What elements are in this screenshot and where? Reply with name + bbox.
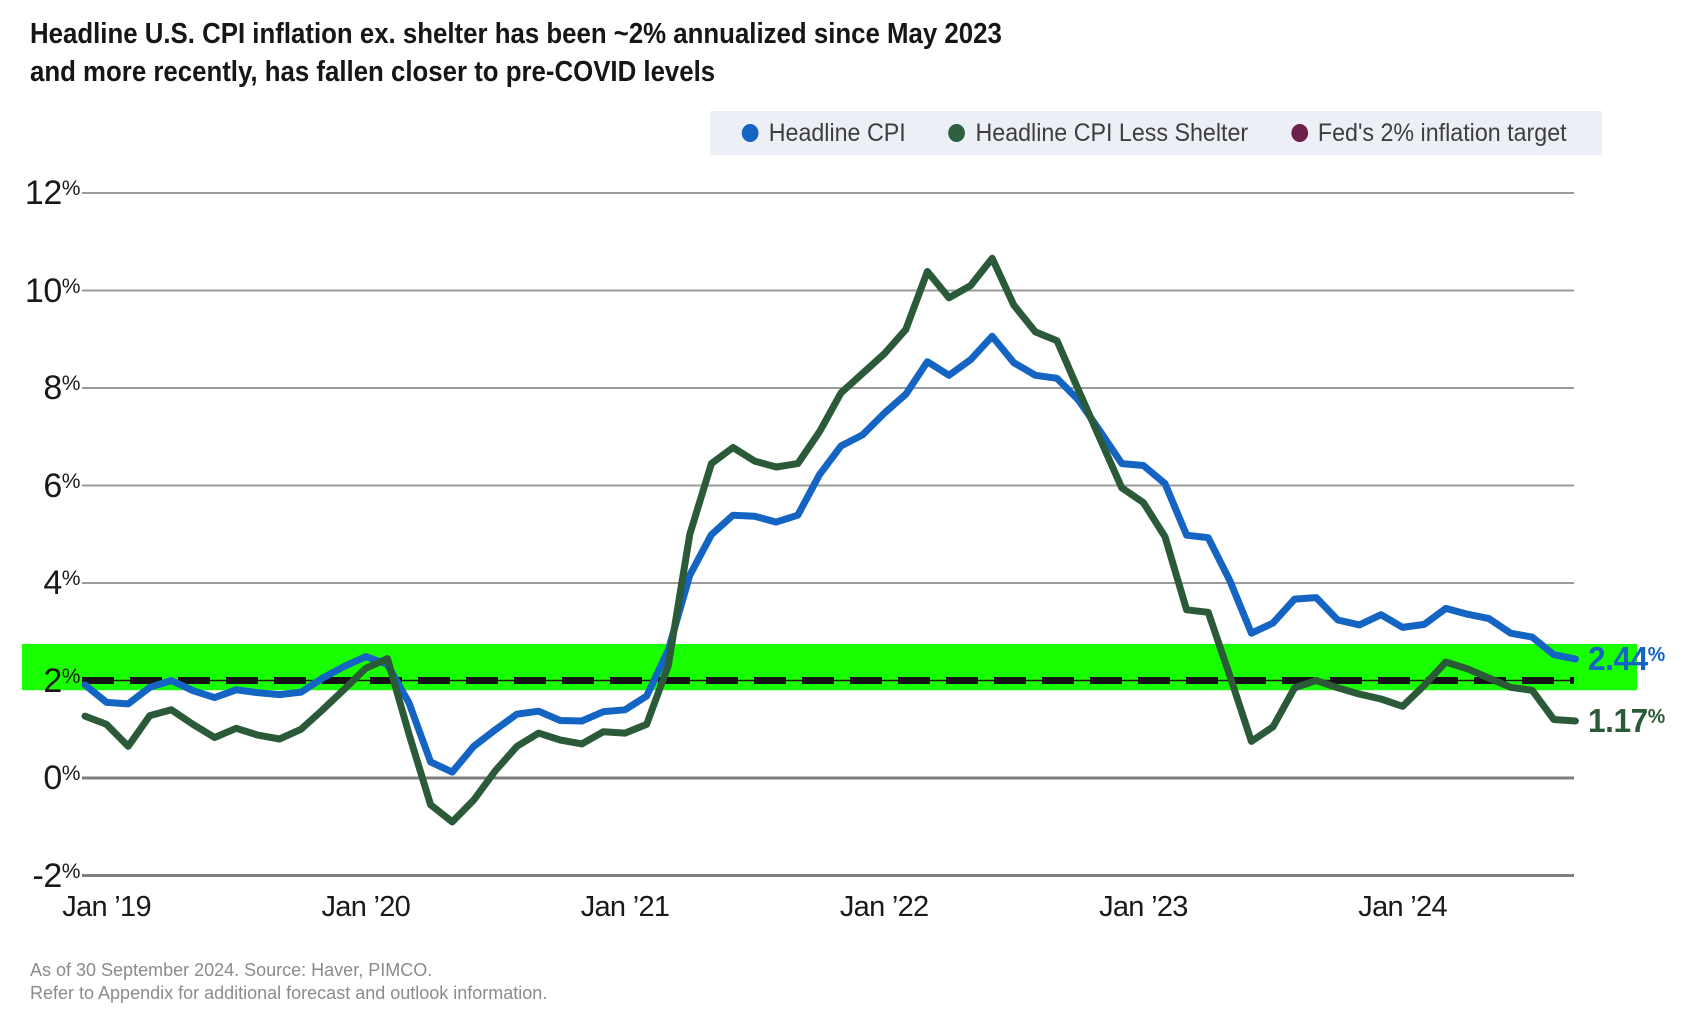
- chart-title-line-2: and more recently, has fallen closer to …: [30, 56, 716, 88]
- y-axis-tick-label: 4%: [43, 564, 80, 602]
- x-axis-tick-label: Jan ’22: [839, 891, 929, 923]
- legend-dot-icon: [948, 124, 966, 142]
- series-end-label-cpi-less-shelter: 1.17%: [1588, 701, 1665, 739]
- legend-item-headline-cpi: Headline CPI: [741, 118, 906, 148]
- y-axis-tick-label: 6%: [43, 466, 80, 505]
- legend: Headline CPI Headline CPI Less Shelter F…: [710, 111, 1602, 155]
- footer-note-line-2: Refer to Appendix for additional forecas…: [30, 983, 548, 1003]
- legend-item-cpi-less-shelter: Headline CPI Less Shelter: [948, 118, 1249, 148]
- y-axis-tick-label: -2%: [32, 856, 81, 895]
- y-axis-tick-label: 12%: [24, 174, 81, 212]
- legend-item-label: Fed's 2% inflation target: [1317, 118, 1567, 147]
- footer-note: As of 30 September 2024. Source: Haver, …: [30, 959, 547, 1005]
- series-end-label-headline-cpi: 2.44%: [1588, 640, 1665, 678]
- series-line-headline-cpi: [81, 332, 1579, 776]
- x-axis-tick-label: Jan ’23: [1099, 891, 1188, 923]
- x-axis-tick-label: Jan ’19: [62, 891, 151, 923]
- x-axis-tick-label: Jan ’21: [580, 891, 670, 923]
- target-highlight-band: [22, 643, 1637, 691]
- legend-dot-icon: [741, 124, 759, 142]
- y-axis-tick-label: 8%: [43, 369, 80, 407]
- x-axis-tick-label: Jan ’24: [1358, 891, 1447, 923]
- y-axis-tick-label: 0%: [43, 759, 80, 797]
- y-axis-tick-label: 10%: [24, 271, 81, 310]
- legend-item-label: Headline CPI: [768, 118, 906, 147]
- chart-title: Headline U.S. CPI inflation ex. shelter …: [30, 15, 1002, 91]
- chart-title-line-1: Headline U.S. CPI inflation ex. shelter …: [30, 18, 1002, 50]
- legend-dot-icon: [1290, 124, 1308, 142]
- legend-item-label: Headline CPI Less Shelter: [975, 118, 1249, 147]
- x-axis-tick-label: Jan ’20: [321, 891, 411, 923]
- y-axis-tick-label: 2%: [43, 661, 80, 700]
- footer-note-line-1: As of 30 September 2024. Source: Haver, …: [30, 960, 433, 980]
- legend-item-fed-target: Fed's 2% inflation target: [1290, 118, 1567, 148]
- series-line-cpi-less-shelter: [81, 254, 1579, 826]
